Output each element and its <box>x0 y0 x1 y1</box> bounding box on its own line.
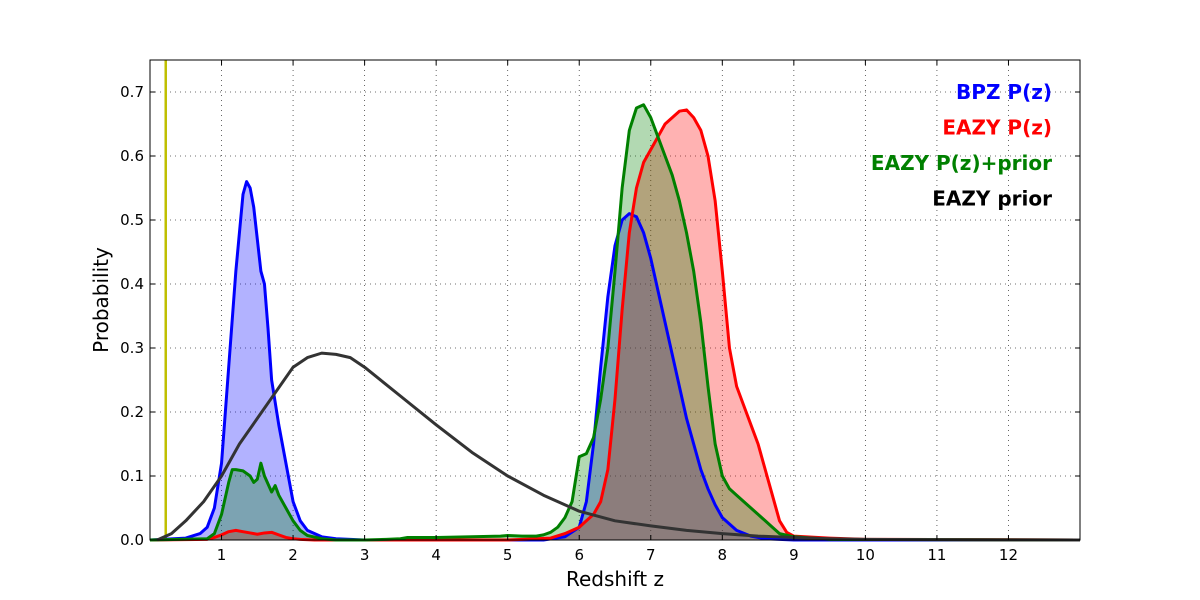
y-tick-label: 0.3 <box>120 339 144 357</box>
bpz-p-z-line <box>149 180 1080 542</box>
series-lines <box>149 103 1081 542</box>
legend-entry-bpz-p-z: BPZ P(z) <box>956 80 1052 104</box>
y-axis-label: Probability <box>89 247 113 353</box>
y-tick-label: 0.1 <box>120 467 144 485</box>
legend-entry-eazy-p-z-prior: EAZY P(z)+prior <box>871 151 1052 175</box>
x-tick-label: 12 <box>999 546 1018 564</box>
eazy-p-z-prior-area <box>150 104 1080 541</box>
bpz-p-z-area <box>150 181 1080 540</box>
x-tick-label: 1 <box>217 546 227 564</box>
x-tick-label: 10 <box>856 546 875 564</box>
x-tick-label: 6 <box>574 546 584 564</box>
eazy-p-z-area <box>150 109 1080 541</box>
series-fills <box>150 104 1080 541</box>
legend-entry-eazy-prior: EAZY prior <box>932 187 1052 211</box>
y-tick-label: 0.0 <box>120 531 144 549</box>
x-tick-label: 7 <box>646 546 656 564</box>
x-tick-label: 11 <box>927 546 946 564</box>
x-tick-label: 2 <box>288 546 298 564</box>
x-tick-label: 3 <box>360 546 370 564</box>
y-tick-label: 0.7 <box>120 83 144 101</box>
axis-ticks: 1 2 3 4 5 6 7 8 9 10 11 120.00.10.20.30.40.50.60.7 <box>120 60 1080 564</box>
eazy-p-z-prior-line <box>149 103 1081 542</box>
plot-frame <box>149 59 1081 541</box>
x-tick-label: 9 <box>789 546 799 564</box>
x-tick-label: 5 <box>503 546 513 564</box>
x-tick-label: 4 <box>431 546 441 564</box>
y-tick-label: 0.4 <box>120 275 144 293</box>
x-axis-label: Redshift z <box>566 567 664 591</box>
eazy-p-z-line <box>149 108 1081 542</box>
legend-entry-eazy-p-z: EAZY P(z) <box>942 116 1052 140</box>
y-tick-label: 0.2 <box>120 403 144 421</box>
y-tick-label: 0.5 <box>120 211 144 229</box>
y-tick-label: 0.6 <box>120 147 144 165</box>
legend: BPZ P(z) EAZY P(z) EAZY P(z)+prior EAZY pri… <box>871 80 1052 211</box>
x-tick-label: 8 <box>718 546 728 564</box>
